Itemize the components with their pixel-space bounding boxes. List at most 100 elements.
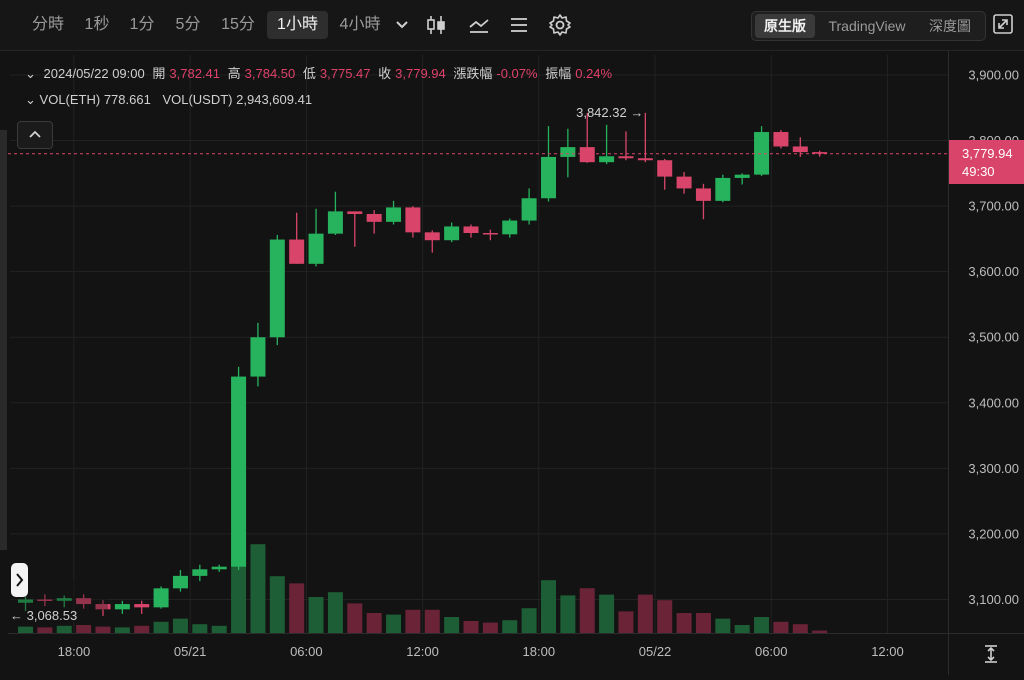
- candle-body: [134, 604, 150, 608]
- volume-bar: [250, 544, 266, 633]
- volume-bar: [540, 580, 556, 633]
- vol-usdt-label: VOL(USDT): [162, 92, 233, 107]
- reset-scale-icon[interactable]: [981, 644, 1001, 664]
- volume-bar: [715, 618, 731, 633]
- amplitude-value: 0.24%: [575, 66, 613, 81]
- candle-body: [734, 174, 750, 178]
- high-label: 高: [227, 66, 241, 81]
- volume-bar: [502, 620, 518, 633]
- y-tick-label: 3,700.00: [968, 199, 1019, 214]
- candle-body: [521, 198, 537, 221]
- x-tick-label: 06:00: [290, 644, 323, 659]
- timeframe-1m[interactable]: 1分: [129, 16, 155, 33]
- settings-icon[interactable]: [547, 12, 573, 38]
- volume-bar: [599, 594, 615, 633]
- y-tick-label: 3,600.00: [968, 264, 1019, 279]
- legend-chevron-icon[interactable]: ⌄: [25, 66, 36, 81]
- x-tick-label: 18:00: [58, 644, 91, 659]
- candlestick-chart[interactable]: 3,100.00 3,200.00 3,300.00 3,400.00 3,500.00…: [0, 51, 1024, 675]
- change-value: -0.07%: [496, 66, 538, 81]
- volume-legend: ⌄ VOL(ETH) 778.661 VOL(USDT) 2,943,609.4…: [25, 90, 312, 110]
- view-native[interactable]: 原生版: [755, 14, 815, 38]
- x-tick-label: 06:00: [755, 644, 788, 659]
- fullscreen-icon[interactable]: [992, 13, 1014, 35]
- last-price-badge: 3,779.94 49:30: [949, 140, 1024, 184]
- candle-body: [114, 604, 130, 610]
- candle-body: [211, 566, 227, 570]
- volume-bar: [560, 595, 576, 633]
- volume-bars: [18, 544, 828, 633]
- change-label: 漲跌幅: [453, 66, 493, 81]
- candle-body: [386, 207, 402, 222]
- high-value: 3,784.50: [244, 66, 296, 81]
- volume-bar: [463, 621, 479, 633]
- view-depth[interactable]: 深度圖: [929, 18, 971, 34]
- timeframe-time-sharing[interactable]: 分時: [31, 16, 64, 33]
- candle-countdown: 49:30: [962, 164, 995, 179]
- ohlc-legend: ⌄ 2024/05/22 09:00 開 3,782.41 高 3,784.50 低…: [25, 64, 616, 84]
- candle-body: [676, 176, 692, 189]
- view-tradingview[interactable]: TradingView: [828, 18, 906, 34]
- volume-bar: [37, 627, 53, 633]
- candlestick-icon[interactable]: [423, 12, 449, 38]
- y-tick-label: 3,100.00: [968, 592, 1019, 607]
- x-tick-label: 05/22: [639, 644, 672, 659]
- volume-bar: [695, 613, 711, 633]
- candle-body: [95, 604, 111, 610]
- chart-area[interactable]: 3,100.00 3,200.00 3,300.00 3,400.00 3,500.00…: [0, 51, 1024, 675]
- collapse-legend-button[interactable]: [17, 121, 53, 149]
- volume-bar: [366, 613, 382, 633]
- indicator-icon[interactable]: [466, 12, 492, 38]
- candle-body: [657, 160, 673, 177]
- volume-bar: [637, 594, 653, 633]
- volume-bar: [444, 617, 460, 633]
- volume-bar: [405, 609, 421, 633]
- candle-body: [715, 177, 731, 201]
- timeframe-1s[interactable]: 1秒: [84, 16, 110, 33]
- x-tick-label: 18:00: [523, 644, 556, 659]
- candle-body: [405, 207, 421, 233]
- volume-bar: [812, 630, 828, 633]
- timeframe-15m[interactable]: 15分: [221, 16, 255, 33]
- volume-chevron-icon[interactable]: ⌄: [25, 92, 36, 107]
- candle-body: [579, 147, 595, 163]
- volume-bar: [657, 600, 673, 633]
- chart-grid: [10, 55, 948, 633]
- timeframe-1h[interactable]: 1小時: [267, 11, 328, 39]
- volume-bar: [579, 588, 595, 633]
- candle-body: [269, 239, 285, 338]
- volume-bar: [56, 625, 72, 633]
- volume-bar: [18, 626, 33, 633]
- timeframe-5m[interactable]: 5分: [175, 16, 201, 33]
- volume-bar: [521, 608, 537, 633]
- volume-bar: [153, 621, 169, 633]
- candle-body: [792, 146, 808, 153]
- volume-bar: [386, 614, 402, 633]
- volume-bar: [211, 625, 227, 633]
- candle-body: [444, 226, 460, 241]
- close-label: 收: [378, 66, 392, 81]
- timeframe-4h[interactable]: 4小時: [339, 16, 381, 33]
- max-price-marker: 3,842.32 →: [576, 105, 643, 120]
- candle-body: [618, 156, 634, 159]
- candle-body: [695, 188, 711, 201]
- volume-bar: [134, 625, 150, 633]
- volume-bar: [792, 624, 808, 633]
- candle-body: [560, 147, 576, 157]
- candle-body: [637, 158, 653, 161]
- candle-body: [76, 598, 92, 605]
- volume-bar: [347, 603, 363, 633]
- open-label: 開: [152, 66, 166, 81]
- chart-toolbar: 分時 1秒 1分 5分 15分 1小時 4小時 原生版 TradingView …: [0, 0, 1024, 51]
- scroll-left-button[interactable]: [11, 563, 28, 597]
- volume-bar: [327, 592, 343, 633]
- candle-body: [289, 239, 305, 264]
- chevron-down-icon[interactable]: [389, 12, 415, 38]
- volume-bar: [773, 621, 789, 633]
- x-tick-label: 05/21: [174, 644, 207, 659]
- candle-body: [463, 226, 479, 233]
- volume-bar: [172, 618, 188, 633]
- vol-eth-label: VOL(ETH): [39, 92, 101, 107]
- drawing-tools-icon[interactable]: [506, 12, 532, 38]
- volume-bar: [424, 609, 440, 633]
